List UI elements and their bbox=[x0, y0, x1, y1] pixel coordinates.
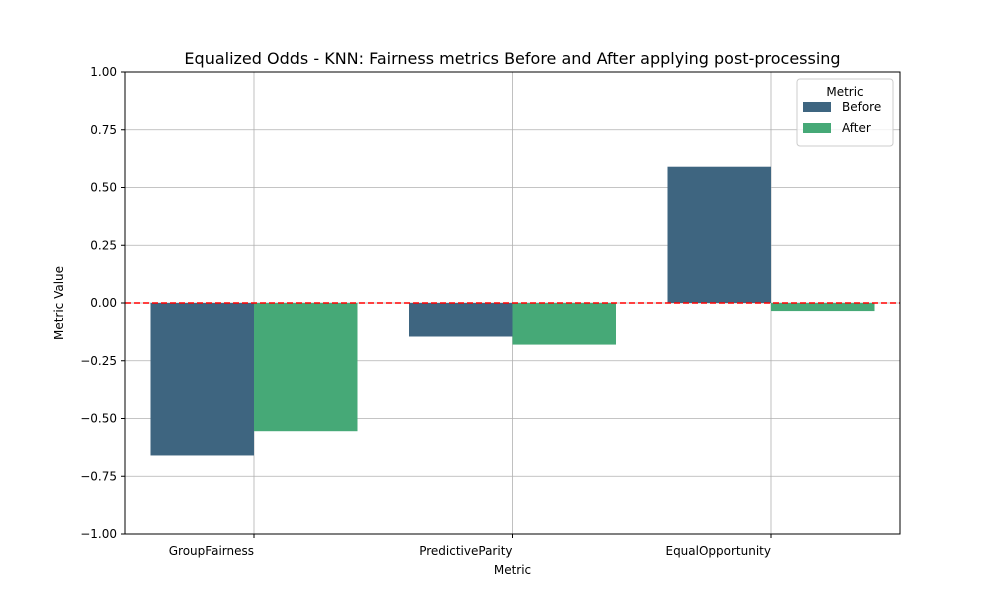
legend-label-after: After bbox=[842, 121, 871, 135]
y-tick-label: −0.25 bbox=[80, 354, 117, 368]
y-tick-label: −0.75 bbox=[80, 469, 117, 483]
legend-swatch-after bbox=[803, 123, 831, 133]
x-tick-label: PredictiveParity bbox=[419, 544, 512, 558]
x-axis-label: Metric bbox=[494, 563, 531, 577]
x-tick-label: EqualOpportunity bbox=[665, 544, 771, 558]
bar-before-groupfairness bbox=[150, 303, 254, 456]
x-axis-ticks: GroupFairness PredictiveParity EqualOpport… bbox=[169, 534, 772, 558]
legend-label-before: Before bbox=[842, 100, 881, 114]
y-tick-label: −1.00 bbox=[80, 527, 117, 541]
legend: Metric Before After bbox=[796, 78, 894, 147]
bar-after-predictiveparity bbox=[512, 303, 616, 345]
bar-after-groupfairness bbox=[254, 303, 358, 432]
y-tick-label: 0.00 bbox=[90, 296, 117, 310]
legend-title: Metric bbox=[826, 85, 863, 99]
y-axis-ticks: −1.00 −0.75 −0.50 −0.25 0.00 0.25 0.50 0.75 1.00 bbox=[80, 65, 125, 541]
bars bbox=[150, 166, 875, 456]
y-tick-label: −0.50 bbox=[80, 412, 117, 426]
y-axis-label: Metric Value bbox=[52, 266, 66, 340]
y-tick-label: 0.25 bbox=[90, 238, 117, 252]
chart-title: Equalized Odds - KNN: Fairness metrics B… bbox=[184, 49, 840, 68]
bar-after-equalopportunity bbox=[771, 303, 875, 312]
x-tick-label: GroupFairness bbox=[169, 544, 254, 558]
y-tick-label: 1.00 bbox=[90, 65, 117, 79]
y-tick-label: 0.75 bbox=[90, 123, 117, 137]
legend-swatch-before bbox=[803, 102, 831, 112]
bar-before-equalopportunity bbox=[667, 166, 771, 303]
y-tick-label: 0.50 bbox=[90, 181, 117, 195]
bar-before-predictiveparity bbox=[409, 303, 513, 337]
